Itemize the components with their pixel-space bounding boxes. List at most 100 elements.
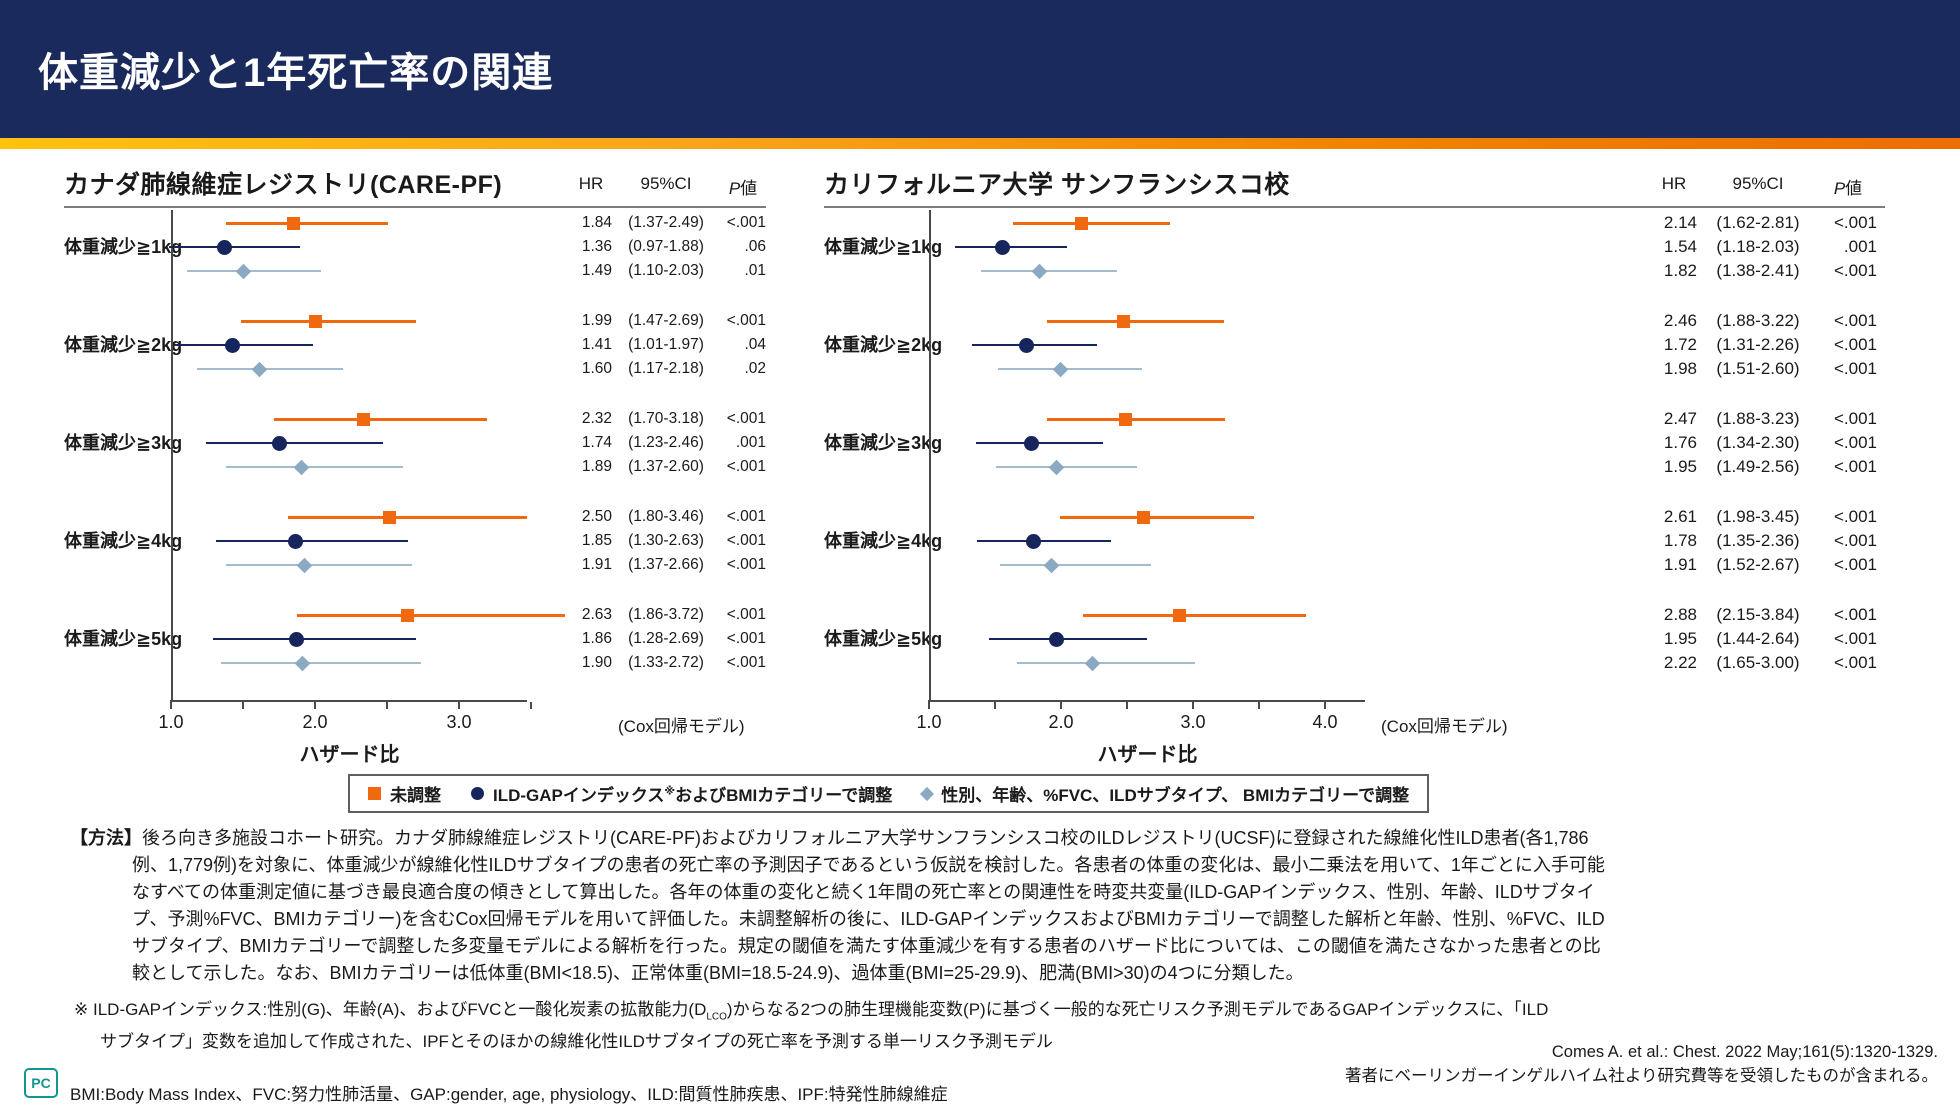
unadjusted-marker [356,412,370,426]
ci-line [226,221,388,225]
p-value: <.001 [1833,409,1877,428]
p-value: <.001 [1833,457,1877,476]
ci-line [989,638,1148,640]
hr-value: 1.95 [1663,457,1697,476]
x-axis: 1.0 2.0 3.0 4.0 ハザード比 (Cox回帰モデル) [916,700,1508,772]
ci-value: (1.34-2.30) [1716,433,1800,452]
footnote-text-post: )からなる2つの肺生理機能変数(P)に基づく一般的な死亡リスク予測モデルであるG… [100,1000,1549,1052]
ci-line [1047,417,1226,421]
forest-plot [929,210,1384,700]
hr-value: 1.72 [1663,335,1697,354]
ci-value: (1.37-2.66) [628,556,704,573]
ci-line [226,564,413,566]
legend-item-fully-adjusted: 性別、年齢、%FVC、ILDサブタイプ、 BMIカテゴリーで調整 [920,781,1410,806]
ci-line [197,368,343,370]
estimate-values: 1.49 (1.10-2.03) .01 [570,260,766,282]
ci-value: (1.28-2.69) [628,630,704,647]
axis-tick-label: 3.0 [1180,712,1206,732]
ci-value: (1.35-2.36) [1716,531,1800,550]
ci-value: (1.30-2.63) [628,532,704,549]
hr-value: 2.88 [1663,605,1697,624]
ci-value: (1.01-1.97) [628,336,704,353]
citation: Comes A. et al.: Chest. 2022 May;161(5):… [1345,1040,1938,1088]
legend-label: 未調整 [390,786,441,805]
hr-value: 1.54 [1663,237,1697,256]
estimate-values: 2.32 (1.70-3.18) <.001 [570,408,766,430]
legend-item-ild-gap-adjusted: ILD-GAPインデックス※およびBMIカテゴリーで調整 [471,781,892,806]
ci-value: (1.18-2.03) [1716,237,1800,256]
p-value: <.001 [726,630,766,647]
estimate-values: 1.72 (1.31-2.26) <.001 [1651,334,1877,356]
p-value: .06 [744,238,766,255]
unadjusted-marker [1118,412,1132,426]
fully-adjusted-marker [251,361,268,377]
panel-body: 体重減少≧1kg 体重減少≧2kg 体重減少≧3kg 体重減少≧4kg 体重減少≧5kg… [64,210,766,700]
unadjusted-marker [1137,510,1151,524]
abbreviations: BMI:Body Mass Index、FVC:努力性肺活量、GAP:gende… [70,1085,948,1105]
diamond-icon [920,786,935,801]
axis-tick-label: 4.0 [1312,712,1338,732]
ci-value: (1.51-2.60) [1716,359,1800,378]
hr-value: 1.74 [581,434,612,451]
row-label: 体重減少≧3kg [64,433,183,453]
p-value: <.001 [726,214,766,231]
legend-label: 性別、年齢、%FVC、ILDサブタイプ、 BMIカテゴリーで調整 [941,786,1410,805]
citation-disclosure: 著者にベーリンガーインゲルハイム社より研究費等を受領したものが含まれる。 [1344,1067,1938,1086]
col-header-hr: HR [578,174,604,193]
ci-value: (1.33-2.72) [628,654,704,671]
hr-value: 2.61 [1663,507,1697,526]
ci-value: (1.52-2.67) [1716,555,1800,574]
forest-plot [168,210,570,700]
hr-value: 1.91 [581,556,612,573]
ci-line [954,246,1067,248]
p-value: <.001 [1833,311,1877,330]
row-label: 体重減少≧5kg [824,629,943,649]
axis-tick [1060,702,1062,709]
ci-line [995,466,1137,468]
ci-line [1012,221,1170,225]
ci-value: (1.23-2.46) [628,434,704,451]
estimate-values: 1.98 (1.51-2.60) <.001 [1651,358,1877,380]
row-labels: 体重減少≧1kg 体重減少≧2kg 体重減少≧3kg 体重減少≧4kg 体重減少≧5kg [824,210,942,700]
ci-value: (1.37-2.49) [628,214,704,231]
hr-value: 1.78 [1663,531,1697,550]
ci-value: (1.70-3.18) [628,410,704,427]
ci-line [999,564,1152,566]
p-value: <.001 [1833,507,1877,526]
methods-text: 後ろ向き多施設コホート研究。カナダ肺線維症レジストリ(CARE-PF)およびカリ… [132,828,1605,983]
x-axis-title: ハザード比 [299,744,400,766]
p-value: <.001 [726,606,766,623]
row-label: 体重減少≧1kg [824,237,943,257]
ci-line [220,662,421,664]
ci-value: (0.97-1.88) [628,238,704,255]
footnote-subscript: LCO [706,1011,727,1023]
estimate-values: 2.47 (1.88-3.23) <.001 [1651,408,1877,430]
methods-label: 【方法】 [70,828,142,848]
p-value: <.001 [726,312,766,329]
axis-tick-label: 1.0 [158,712,184,732]
ci-value: (1.31-2.26) [1716,335,1800,354]
ci-value: (1.10-2.03) [628,262,704,279]
axis-tick [1192,702,1194,709]
p-value: <.001 [1833,605,1877,624]
estimate-values: 1.91 (1.37-2.66) <.001 [570,554,766,576]
fully-adjusted-marker [296,557,312,573]
p-value: <.001 [1833,213,1877,232]
row-label: 体重減少≧3kg [824,433,943,453]
forest-panels: カナダ肺線維症レジストリ(CARE-PF) HR 95%CI P値 体重減少≧1kg 体重… [0,149,1960,772]
header-rule [64,206,766,208]
panel-body: 体重減少≧1kg 体重減少≧2kg 体重減少≧3kg 体重減少≧4kg 体重減少≧5kg… [824,210,1885,700]
ild-gap-adjusted-marker [1026,533,1042,549]
footnote-section: ※ ILD-GAPインデックス:性別(G)、年齢(A)、およびFVCと一酸化炭素… [74,997,1560,1054]
hr-value: 1.95 [1663,629,1697,648]
estimate-values: 1.60 (1.17-2.18) .02 [570,358,766,380]
ci-line [213,638,417,640]
ild-gap-adjusted-marker [1023,435,1039,451]
p-value: <.001 [726,556,766,573]
ci-value: (1.65-3.00) [1716,653,1800,672]
value-columns: 1.84 (1.37-2.49) <.001 1.36 (0.97-1.88) .06 1.… [570,210,766,700]
hr-value: 1.49 [581,262,612,279]
ci-line [1082,613,1306,617]
citation-reference: Comes A. et al.: Chest. 2022 May;161(5):… [1551,1043,1938,1062]
ild-gap-adjusted-marker [289,631,305,647]
